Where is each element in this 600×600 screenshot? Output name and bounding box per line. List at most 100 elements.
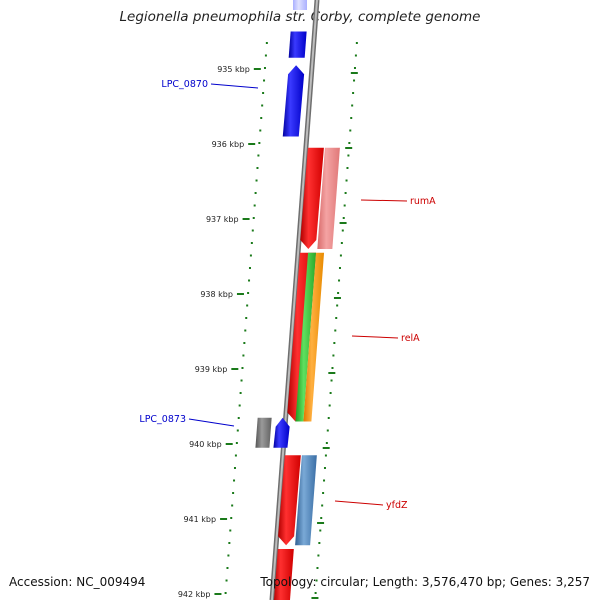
guide-dot — [328, 404, 331, 407]
guide-dot — [255, 179, 258, 182]
label-leader-line — [210, 83, 259, 89]
guide-dot — [258, 142, 261, 144]
guide-dot — [252, 217, 255, 219]
major-tick-left — [236, 293, 244, 295]
guide-dot — [235, 442, 238, 444]
guide-dot — [352, 92, 355, 94]
guide-dot — [326, 429, 329, 432]
gene-label-rela[interactable]: relA — [401, 333, 420, 344]
guide-dot — [334, 329, 337, 332]
guide-dot — [251, 229, 254, 232]
gene-g2 — [282, 65, 305, 137]
label-leader-line — [351, 335, 399, 339]
guide-dot — [351, 104, 354, 107]
guide-dot — [327, 417, 330, 419]
major-tick-left — [253, 68, 261, 70]
gene-g8 — [255, 417, 272, 448]
guide-dot — [239, 392, 242, 394]
guide-dot — [264, 54, 267, 57]
gene-labels: LPC_0870 rumA relA LPC_0873 yfdZ — [139, 79, 436, 511]
guide-dot — [353, 67, 356, 69]
guide-dot — [259, 129, 262, 132]
kbp-tick-ruler: 935 kbp 936 kbp 937 kbp 938 kbp 939 kbp 940 k… — [178, 65, 358, 599]
major-tick-right — [339, 222, 347, 224]
guide-dot — [329, 392, 332, 394]
major-tick-right — [350, 72, 358, 74]
guide-dot — [240, 379, 243, 382]
guide-dot — [233, 479, 236, 482]
guide-dot — [249, 254, 252, 257]
guide-dot — [339, 254, 342, 257]
guide-dot — [256, 167, 259, 169]
guide-dot — [344, 192, 347, 194]
guide-dot — [253, 204, 256, 207]
accession-text: Accession: NC_009494 — [9, 575, 146, 589]
tick-label: 942 kbp — [178, 590, 211, 599]
guide-dot — [347, 154, 350, 157]
guide-dot — [263, 79, 266, 82]
guide-dot — [316, 567, 319, 569]
gene-g3 — [300, 147, 324, 249]
gene-g11 — [295, 455, 317, 546]
guide-dot — [242, 354, 245, 357]
guide-dot — [245, 317, 248, 319]
guide-dot — [331, 367, 334, 369]
gene-label-yfdz[interactable]: yfdZ — [386, 500, 408, 511]
tick-label: 936 kbp — [212, 140, 245, 149]
guide-dot — [262, 92, 265, 94]
guide-dot — [354, 54, 357, 57]
guide-dot — [248, 279, 251, 282]
major-tick-left — [220, 518, 228, 520]
guide-dot — [338, 279, 341, 282]
guide-dot — [342, 217, 345, 219]
guide-dot — [236, 429, 239, 432]
guide-dot — [340, 242, 343, 244]
guide-dot — [232, 492, 235, 494]
guide-dot — [325, 442, 328, 444]
guide-dot — [228, 542, 231, 544]
gene-features — [255, 0, 340, 600]
guide-dot — [225, 579, 228, 582]
genome-backbone — [271, 0, 318, 600]
major-tick-left — [248, 143, 256, 145]
guide-dot — [257, 154, 260, 157]
guide-dot — [314, 592, 317, 594]
guide-dot — [248, 267, 251, 269]
genome-info-text: Topology: circular; Length: 3,576,470 bp… — [260, 575, 590, 589]
guide-dot — [345, 179, 348, 182]
guide-dot — [348, 142, 351, 144]
guide-dot — [238, 404, 241, 407]
major-tick-right — [345, 147, 353, 149]
guide-dot — [319, 529, 322, 532]
major-tick-left — [225, 443, 233, 445]
tick-label: 937 kbp — [206, 215, 239, 224]
gene-g1 — [288, 31, 307, 58]
guide-dot — [241, 367, 244, 369]
gene-label-lpc_0870[interactable]: LPC_0870 — [161, 79, 208, 90]
major-tick-right — [333, 297, 341, 299]
guide-dot — [343, 204, 346, 207]
guide-dot — [233, 467, 236, 469]
guide-dot — [246, 304, 249, 307]
gene-g7 — [303, 252, 325, 422]
guide-dot — [261, 104, 264, 107]
guide-dot — [315, 579, 318, 582]
guide-dot — [244, 329, 247, 332]
guide-dot — [260, 117, 263, 119]
guide-dot — [341, 229, 344, 232]
guide-dot — [227, 554, 230, 557]
guide-dot — [237, 417, 240, 419]
guide-dot — [226, 567, 229, 569]
guide-dot — [234, 454, 237, 457]
gene-label-lpc_0873[interactable]: LPC_0873 — [139, 414, 186, 425]
dotted-guide-lines — [224, 42, 358, 594]
tick-label: 939 kbp — [195, 365, 228, 374]
guide-dot — [230, 517, 233, 519]
major-tick-right — [311, 597, 319, 599]
gene-label-ruma[interactable]: rumA — [410, 196, 436, 207]
gene-highlight — [293, 0, 307, 10]
major-tick-left — [231, 368, 239, 370]
guide-dot — [323, 479, 326, 482]
guide-dot — [247, 292, 250, 294]
